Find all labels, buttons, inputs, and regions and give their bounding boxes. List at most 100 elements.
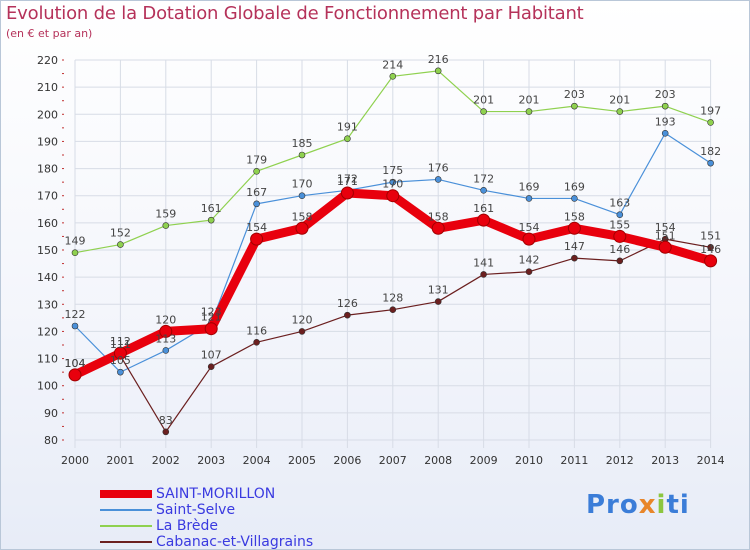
chart-legend: SAINT-MORILLON Saint-Selve La Brède Cabanac… (100, 486, 313, 550)
data-label: 158 (564, 210, 585, 223)
data-point (434, 67, 442, 75)
x-tick-label: 2012 (606, 454, 634, 467)
x-tick-label: 2002 (152, 454, 180, 467)
data-point (707, 119, 714, 126)
data-label: 201 (473, 94, 494, 107)
chart-title: Evolution de la Dotation Globale de Fonc… (6, 3, 584, 24)
data-label: 149 (65, 235, 86, 248)
y-tick-label: 200 (37, 108, 58, 121)
data-label: 170 (382, 178, 403, 191)
data-label: 171 (337, 175, 358, 188)
x-tick-label: 2010 (515, 454, 543, 467)
data-label: 182 (700, 145, 721, 158)
data-point (389, 306, 397, 314)
data-point (340, 186, 354, 200)
data-label: 201 (519, 94, 540, 107)
data-point (386, 189, 400, 203)
data-point (253, 338, 260, 346)
data-point (522, 232, 536, 246)
data-point (113, 346, 127, 360)
data-label: 104 (65, 357, 86, 370)
data-point (571, 195, 578, 202)
data-point (71, 249, 79, 257)
data-point (298, 328, 306, 335)
data-point (661, 102, 669, 110)
y-tick-label: 140 (37, 271, 58, 284)
data-point (295, 221, 309, 235)
data-label: 120 (292, 313, 313, 326)
data-point (480, 108, 487, 115)
data-label: 120 (155, 313, 176, 326)
data-point (162, 222, 170, 229)
x-tick-label: 2011 (560, 454, 588, 467)
y-tick-label: 150 (37, 244, 58, 257)
legend-item: La Brède (100, 518, 313, 534)
data-point (567, 221, 581, 235)
legend-item: Saint-Selve (100, 502, 313, 518)
legend-swatch (100, 509, 152, 511)
data-point (571, 254, 578, 262)
data-label: 154 (655, 221, 676, 234)
data-label: 203 (655, 88, 676, 101)
data-label: 113 (155, 332, 176, 345)
data-point (525, 268, 533, 276)
data-point (253, 167, 260, 175)
data-point (613, 229, 627, 243)
data-point (250, 232, 264, 246)
data-label: 158 (292, 210, 313, 223)
data-label: 159 (155, 208, 176, 221)
data-label: 179 (246, 153, 267, 166)
data-label: 112 (110, 335, 131, 348)
y-tick-label: 220 (37, 54, 58, 67)
data-point (162, 347, 170, 354)
legend-swatch (100, 541, 152, 543)
proxiti-logo: Proxiti (586, 490, 690, 520)
data-point (480, 271, 487, 278)
legend-swatch (100, 490, 152, 498)
data-point (616, 108, 624, 115)
data-point (68, 368, 82, 382)
data-label: 107 (201, 349, 222, 362)
data-label: 163 (609, 197, 630, 210)
x-tick-label: 2014 (697, 454, 725, 467)
y-tick-label: 210 (37, 81, 58, 94)
data-point (571, 102, 578, 110)
y-tick-label: 110 (37, 353, 58, 366)
data-point (159, 324, 173, 338)
data-point (477, 213, 491, 227)
data-label: 169 (519, 180, 540, 193)
data-label: 191 (337, 121, 358, 134)
data-point (389, 178, 397, 186)
data-label: 105 (110, 354, 131, 367)
x-tick-label: 2001 (106, 454, 134, 467)
data-label: 151 (700, 229, 721, 242)
data-label: 197 (700, 104, 721, 117)
data-point (434, 298, 442, 305)
data-label: 167 (246, 186, 267, 199)
data-label: 172 (473, 172, 494, 185)
data-label: 152 (110, 227, 131, 240)
data-label: 147 (564, 240, 585, 253)
data-label: 111 (110, 338, 131, 351)
data-label: 161 (201, 202, 222, 215)
y-tick-label: 130 (37, 298, 58, 311)
data-label: 214 (382, 58, 403, 71)
data-point (434, 176, 442, 183)
y-tick-label: 100 (37, 380, 58, 393)
data-label: 158 (428, 210, 449, 223)
data-point (162, 428, 170, 436)
legend-item: Cabanac-et-Villagrains (100, 534, 313, 550)
data-point (253, 200, 260, 208)
data-point (658, 240, 672, 254)
data-point (704, 254, 718, 268)
data-label: 161 (473, 202, 494, 215)
chart-subtitle: (en € et par an) (6, 27, 93, 40)
data-label: 128 (382, 292, 403, 305)
data-label: 154 (246, 221, 267, 234)
data-point (344, 135, 351, 143)
x-tick-label: 2005 (288, 454, 316, 467)
y-tick-label: 120 (37, 325, 58, 338)
legend-item: SAINT-MORILLON (100, 486, 313, 502)
data-point (525, 195, 533, 202)
